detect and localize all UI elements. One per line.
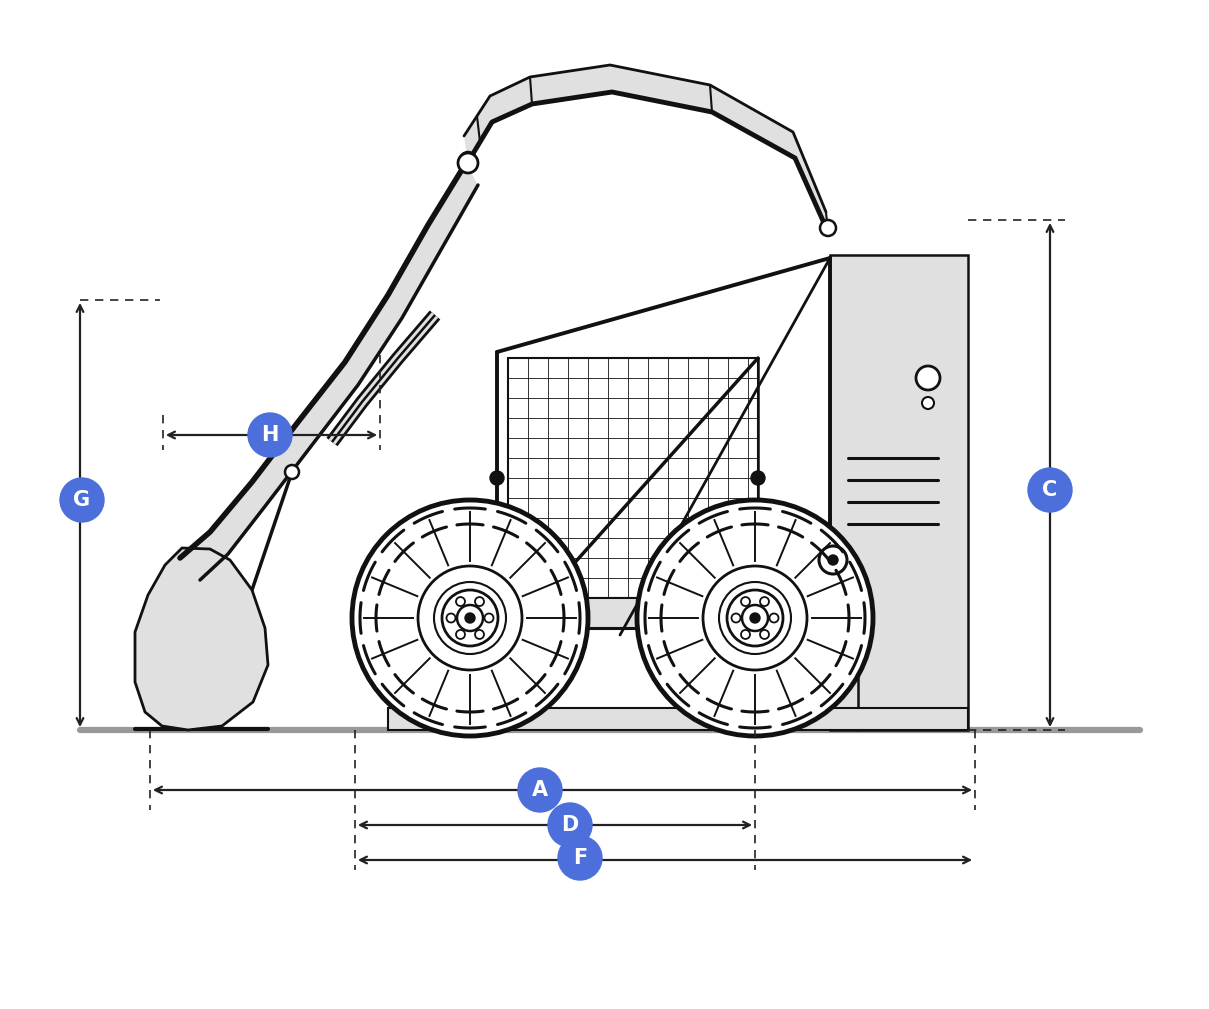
Circle shape xyxy=(465,613,475,623)
Circle shape xyxy=(485,613,493,623)
Circle shape xyxy=(731,613,740,623)
Text: C: C xyxy=(1042,480,1058,500)
Text: H: H xyxy=(261,425,279,445)
Circle shape xyxy=(727,590,783,646)
Circle shape xyxy=(456,630,465,639)
Circle shape xyxy=(548,803,592,847)
Circle shape xyxy=(458,153,478,173)
Circle shape xyxy=(434,582,507,654)
Circle shape xyxy=(352,500,588,736)
Text: A: A xyxy=(532,780,548,800)
Circle shape xyxy=(922,397,935,409)
Circle shape xyxy=(517,768,562,812)
Circle shape xyxy=(916,366,941,390)
Text: D: D xyxy=(561,815,579,835)
Circle shape xyxy=(828,555,838,565)
Circle shape xyxy=(760,630,769,639)
Circle shape xyxy=(742,605,768,631)
Circle shape xyxy=(456,597,465,606)
Circle shape xyxy=(741,597,750,606)
Circle shape xyxy=(769,613,779,623)
Text: G: G xyxy=(74,490,91,510)
Circle shape xyxy=(457,605,484,631)
Circle shape xyxy=(820,220,835,236)
Circle shape xyxy=(248,413,293,457)
Circle shape xyxy=(719,582,791,654)
Circle shape xyxy=(1028,468,1072,512)
Polygon shape xyxy=(464,65,828,232)
Circle shape xyxy=(490,471,504,485)
Circle shape xyxy=(475,630,484,639)
Polygon shape xyxy=(180,163,478,580)
Circle shape xyxy=(750,613,760,623)
Circle shape xyxy=(702,566,806,670)
Circle shape xyxy=(741,630,750,639)
Circle shape xyxy=(459,152,476,169)
Polygon shape xyxy=(388,708,968,730)
Circle shape xyxy=(760,597,769,606)
Circle shape xyxy=(637,500,873,736)
Circle shape xyxy=(751,471,765,485)
Circle shape xyxy=(60,478,104,522)
Text: F: F xyxy=(573,848,588,868)
Polygon shape xyxy=(508,358,758,598)
Circle shape xyxy=(559,836,602,880)
Circle shape xyxy=(818,546,848,574)
Circle shape xyxy=(285,465,299,479)
Polygon shape xyxy=(135,548,268,730)
Circle shape xyxy=(442,590,498,646)
Polygon shape xyxy=(831,255,968,730)
Circle shape xyxy=(418,566,522,670)
Circle shape xyxy=(446,613,456,623)
Polygon shape xyxy=(497,598,758,628)
Circle shape xyxy=(475,597,484,606)
